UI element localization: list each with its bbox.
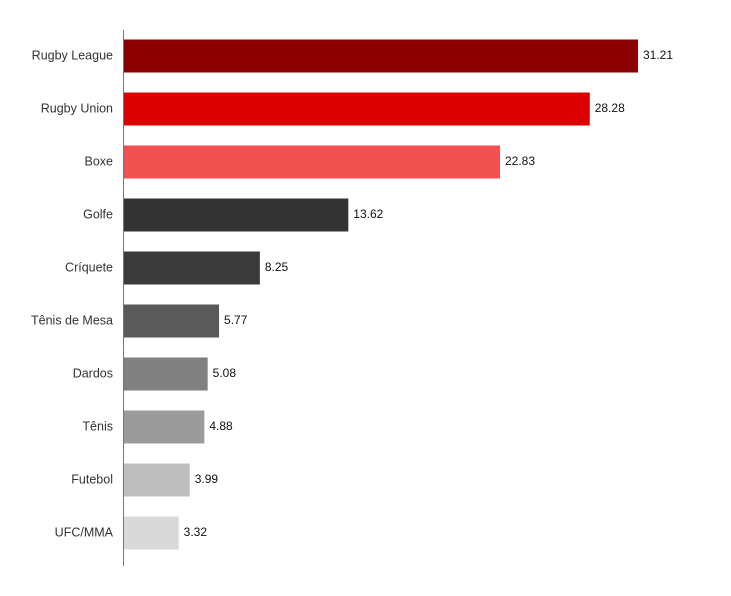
category-label-rugby-union: Rugby Union: [41, 101, 113, 115]
value-label-t-nis-de-mesa: 5.77: [224, 313, 248, 327]
value-label-rugby-union: 28.28: [595, 101, 625, 115]
bar-golfe: [124, 198, 349, 232]
value-label-t-nis: 4.88: [209, 419, 233, 433]
value-label-cr-quete: 8.25: [265, 260, 289, 274]
bar-cr-quete: [124, 251, 260, 285]
bar-t-nis: [124, 410, 205, 444]
bars-layer: [124, 39, 638, 550]
value-label-rugby-league: 31.21: [643, 48, 673, 62]
category-label-rugby-league: Rugby League: [32, 48, 113, 62]
value-label-dardos: 5.08: [213, 366, 237, 380]
value-label-ufc-mma: 3.32: [184, 525, 208, 539]
category-label-t-nis-de-mesa: Tênis de Mesa: [31, 313, 113, 327]
value-label-golfe: 13.62: [353, 207, 383, 221]
value-labels: 31.21 28.28 22.83 13.62 8.25 5.77 5.08 4.88 3.99…: [184, 48, 674, 539]
category-label-futebol: Futebol: [71, 472, 113, 486]
bar-t-nis-de-mesa: [124, 304, 220, 338]
bar-ufc-mma: [124, 516, 179, 550]
bar-boxe: [124, 145, 500, 179]
bar-rugby-league: [124, 39, 638, 73]
bar-rugby-union: [124, 92, 590, 126]
category-label-golfe: Golfe: [83, 207, 113, 221]
category-label-ufc-mma: UFC/MMA: [55, 525, 114, 539]
category-label-dardos: Dardos: [73, 366, 113, 380]
category-label-cr-quete: Críquete: [65, 260, 113, 274]
category-label-t-nis: Tênis: [82, 419, 113, 433]
bar-futebol: [124, 463, 190, 497]
category-labels: Rugby League Rugby Union Boxe Golfe Críquete…: [31, 48, 114, 539]
bar-dardos: [124, 357, 208, 391]
value-label-futebol: 3.99: [195, 472, 219, 486]
value-label-boxe: 22.83: [505, 154, 535, 168]
category-label-boxe: Boxe: [85, 154, 114, 168]
